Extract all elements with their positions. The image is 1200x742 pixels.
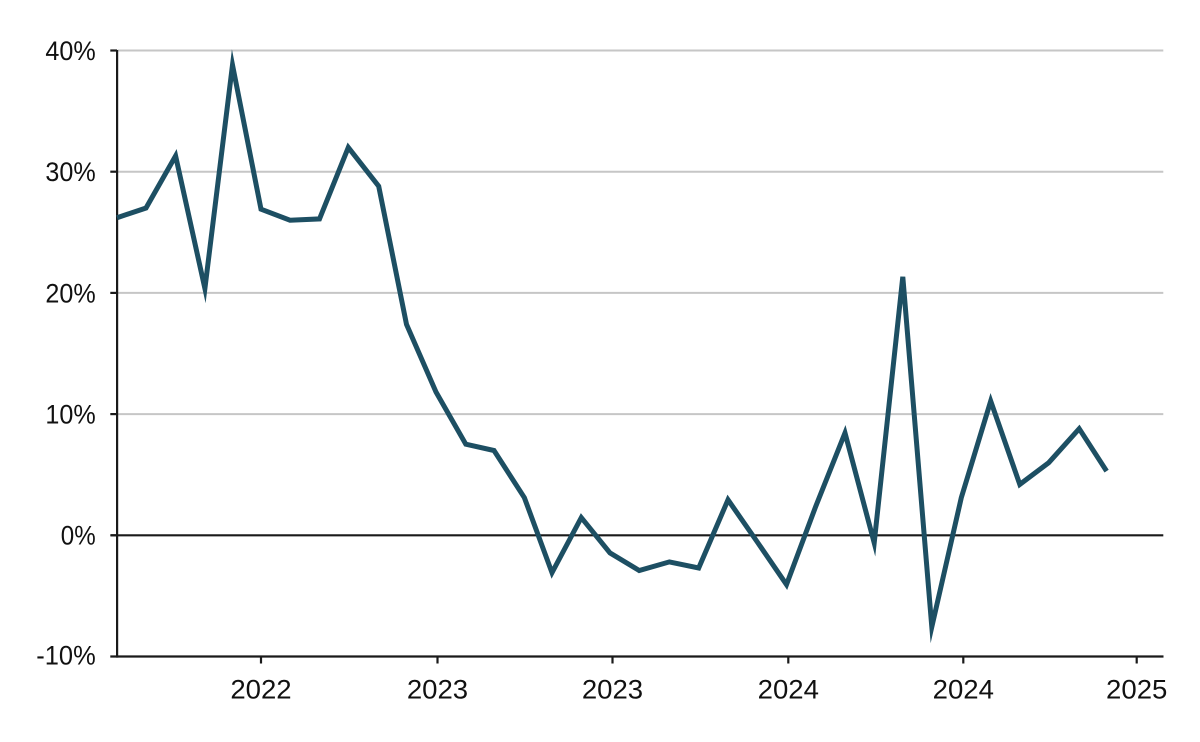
svg-text:2024: 2024 xyxy=(758,674,819,704)
svg-text:0%: 0% xyxy=(61,521,96,551)
svg-text:10%: 10% xyxy=(45,400,95,430)
svg-text:2022: 2022 xyxy=(230,674,291,704)
svg-text:-10%: -10% xyxy=(36,641,95,671)
svg-text:30%: 30% xyxy=(45,157,95,187)
svg-text:2023: 2023 xyxy=(582,674,643,704)
svg-text:2024: 2024 xyxy=(933,674,994,704)
svg-text:2023: 2023 xyxy=(407,674,468,704)
svg-text:20%: 20% xyxy=(45,278,95,308)
svg-text:40%: 40% xyxy=(45,36,95,66)
svg-text:2025: 2025 xyxy=(1106,674,1167,704)
